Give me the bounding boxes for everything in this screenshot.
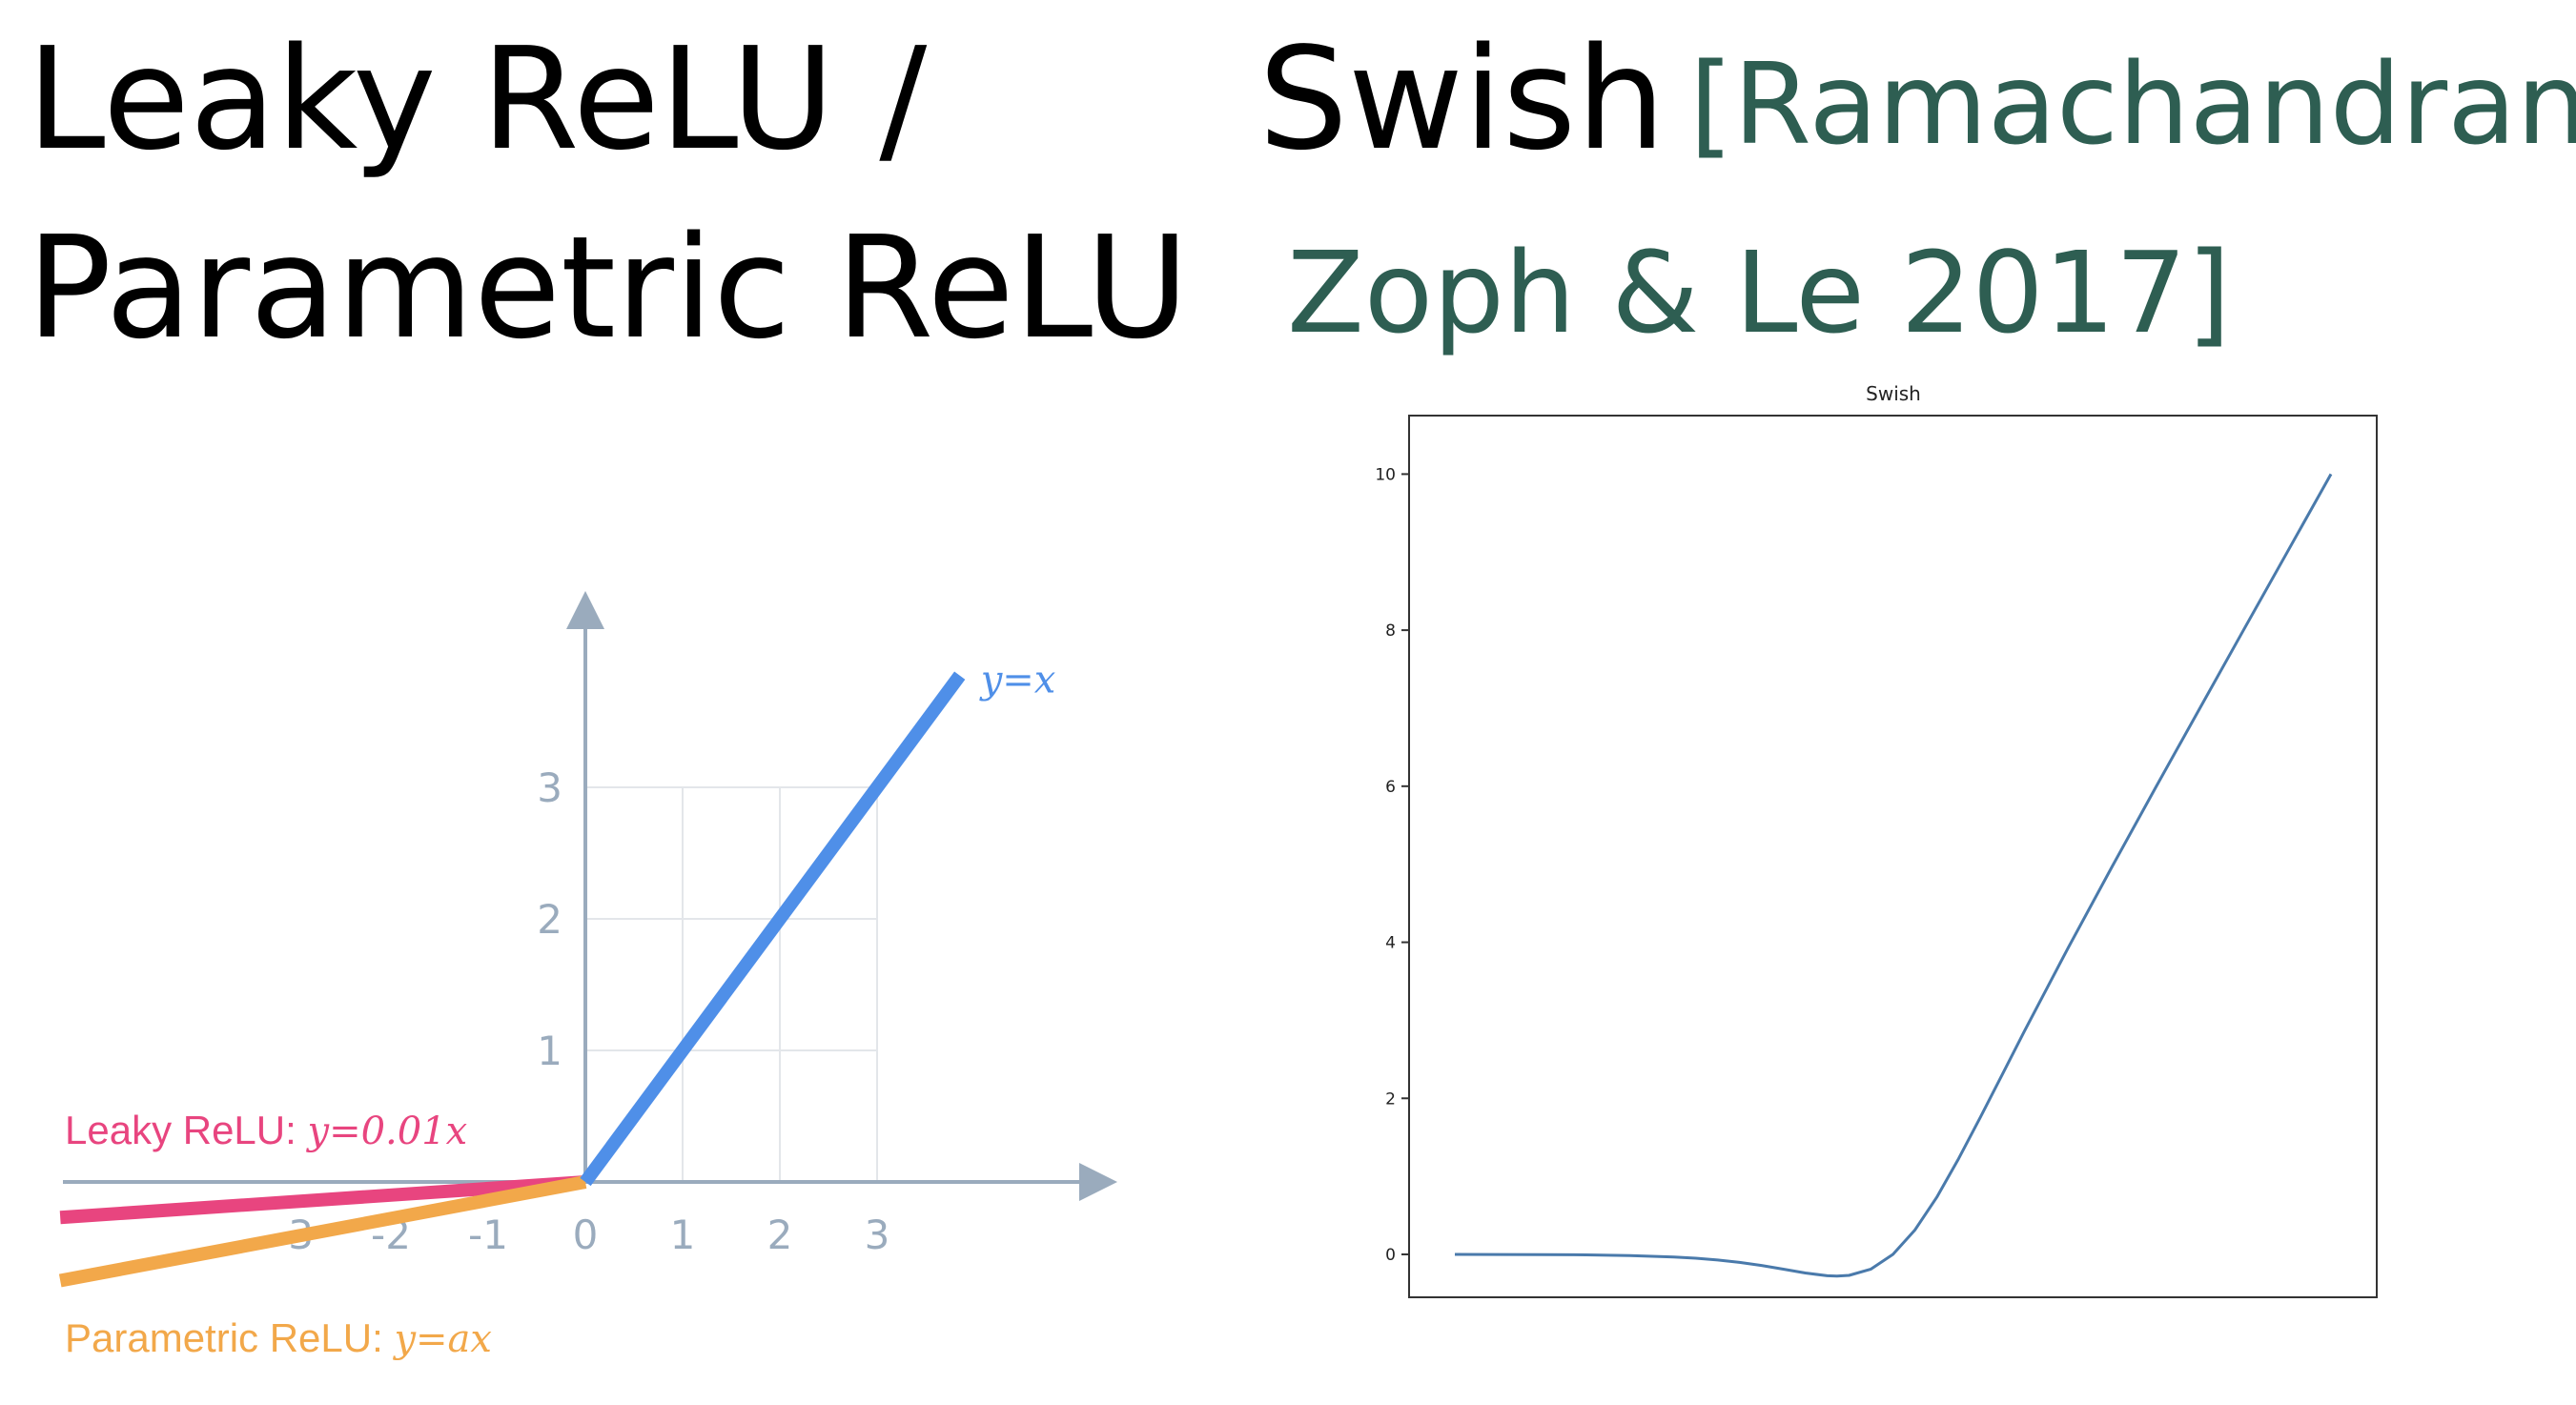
parametric-relu-line (58, 1175, 587, 1288)
swish-heading: Swish (1258, 17, 1666, 181)
leaky-relu-label: Leaky ReLU: y=0.01x (65, 1108, 467, 1153)
swish-series (1454, 473, 2333, 1278)
relu-x-tick-label: 3 (865, 1212, 890, 1258)
relu-y-tick-label: 1 (537, 1028, 562, 1074)
relu-x-tick-label: 0 (573, 1212, 599, 1258)
swish-y-tick-label: 6 (1385, 778, 1396, 797)
left-title-line2: Parametric ReLU (27, 206, 1190, 370)
swish-y-tick-label: 8 (1385, 621, 1396, 641)
swish-y-tick-label: 2 (1385, 1089, 1396, 1109)
swish-line (1454, 473, 2333, 1278)
swish-y-tick-label: 0 (1385, 1246, 1396, 1265)
relu-y-tick-label: 2 (537, 896, 562, 943)
relu-series-labels: y=x Leaky ReLU: y=0.01x Parametric ReLU: y… (65, 659, 1055, 1361)
swish-plot-frame (1408, 415, 2378, 1298)
relu-x-tick-label: 2 (767, 1212, 793, 1258)
swish-chart-title: Swish (1866, 382, 1921, 405)
swish-y-tick-label: 4 (1385, 934, 1396, 953)
relu-grid (585, 786, 878, 1182)
swish-y-tick-label: 10 (1375, 465, 1396, 484)
relu-x-tick-label: -1 (468, 1212, 508, 1258)
citation-line1: [Ramachandran, (1689, 38, 2576, 170)
parametric-relu-label: Parametric ReLU: y=ax (65, 1315, 492, 1361)
swish-y-ticks: 0 2 4 6 8 10 (1375, 465, 1409, 1265)
left-title-line1: Leaky ReLU / (27, 17, 928, 181)
relu-series (58, 671, 966, 1288)
relu-series-label: y=x (979, 659, 1056, 702)
leaky-relu-line (59, 1175, 586, 1225)
relu-y-tick-label: 3 (537, 764, 562, 811)
citation-line2: Zoph & Le 2017] (1287, 227, 2231, 358)
relu-line (580, 671, 966, 1187)
relu-x-tick-label: 1 (670, 1212, 696, 1258)
